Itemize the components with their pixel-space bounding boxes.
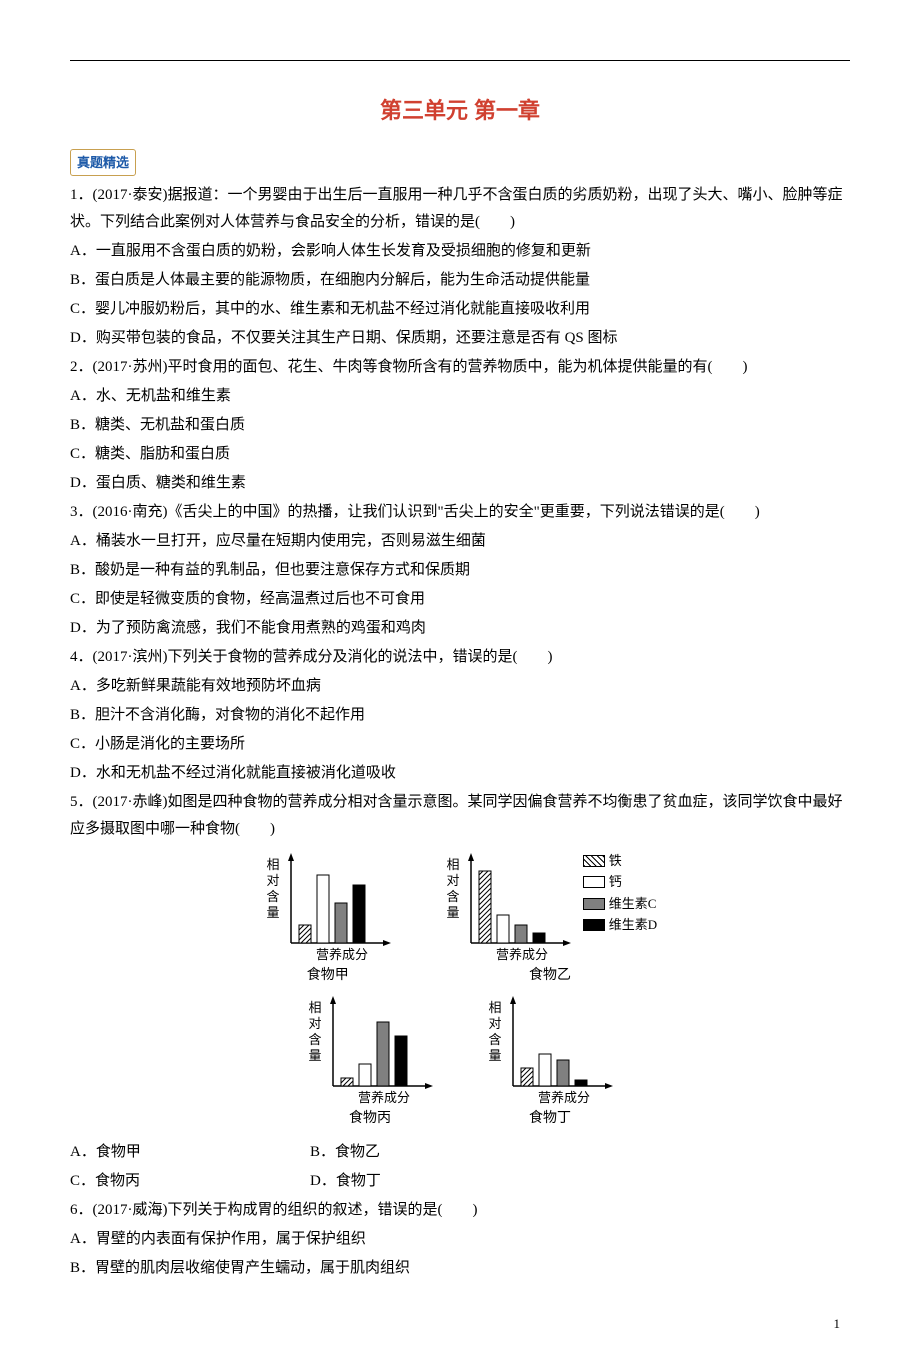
- chart-bing: 相对含量营养成分: [305, 994, 435, 1104]
- q5-opt-a: A．食物甲: [70, 1139, 310, 1166]
- legend-label-vitc: 维生素C: [609, 894, 657, 914]
- q2-opt-c: C．糖类、脂肪和蛋白质: [70, 441, 850, 468]
- legend-swatch-calcium: [583, 876, 605, 888]
- svg-text:营养成分: 营养成分: [538, 1090, 590, 1104]
- svg-text:相: 相: [488, 1000, 501, 1015]
- svg-text:营养成分: 营养成分: [316, 947, 368, 961]
- section-tag: 真题精选: [70, 149, 136, 176]
- chart-legend: 铁 钙 维生素C 维生素D: [583, 851, 657, 937]
- svg-text:对: 对: [446, 873, 459, 888]
- chart-ding-label: 食物丁: [529, 1106, 571, 1131]
- chart-jia-label: 食物甲: [307, 963, 349, 988]
- q2-opt-d: D．蛋白质、糖类和维生素: [70, 470, 850, 497]
- legend-label-iron: 铁: [609, 851, 622, 871]
- q1-opt-d: D．购买带包装的食品，不仅要关注其生产日期、保质期，还要注意是否有 QS 图标: [70, 325, 850, 352]
- page-title: 第三单元 第一章: [70, 91, 850, 131]
- svg-text:量: 量: [266, 905, 279, 920]
- legend-label-vitd: 维生素D: [609, 915, 657, 935]
- svg-text:含: 含: [308, 1032, 321, 1047]
- svg-text:对: 对: [488, 1016, 501, 1031]
- svg-text:相: 相: [446, 857, 459, 872]
- q4-opt-c: C．小肠是消化的主要场所: [70, 731, 850, 758]
- q5-opt-d: D．食物丁: [310, 1168, 550, 1195]
- svg-text:量: 量: [446, 905, 459, 920]
- svg-text:对: 对: [308, 1016, 321, 1031]
- svg-text:营养成分: 营养成分: [496, 947, 548, 961]
- chart-jia: 相对含量营养成分: [263, 851, 393, 961]
- q6-opt-a: A．胃壁的内表面有保护作用，属于保护组织: [70, 1226, 850, 1253]
- svg-text:营养成分: 营养成分: [358, 1090, 410, 1104]
- legend-swatch-vitd: [583, 919, 605, 931]
- svg-text:相: 相: [266, 857, 279, 872]
- q3-stem: 3．(2016·南充)《舌尖上的中国》的热播，让我们认识到"舌尖上的安全"更重要…: [70, 499, 850, 526]
- q4-opt-a: A．多吃新鲜果蔬能有效地预防坏血病: [70, 673, 850, 700]
- q1-stem: 1．(2017·泰安)据报道：一个男婴由于出生后一直服用一种几乎不含蛋白质的劣质…: [70, 182, 850, 236]
- q2-opt-b: B．糖类、无机盐和蛋白质: [70, 412, 850, 439]
- q2-stem: 2．(2017·苏州)平时食用的面包、花生、牛肉等食物所含有的营养物质中，能为机…: [70, 354, 850, 381]
- q1-opt-a: A．一直服用不含蛋白质的奶粉，会影响人体生长发育及受损细胞的修复和更新: [70, 238, 850, 265]
- legend-label-calcium: 钙: [609, 872, 622, 892]
- q1-opt-c: C．婴儿冲服奶粉后，其中的水、维生素和无机盐不经过消化就能直接吸收利用: [70, 296, 850, 323]
- q3-opt-b: B．酸奶是一种有益的乳制品，但也要注意保存方式和保质期: [70, 557, 850, 584]
- page-number: 1: [70, 1312, 850, 1335]
- q4-stem: 4．(2017·滨州)下列关于食物的营养成分及消化的说法中，错误的是( ): [70, 644, 850, 671]
- chart-ding: 相对含量营养成分: [485, 994, 615, 1104]
- svg-text:量: 量: [488, 1048, 501, 1063]
- svg-text:含: 含: [266, 889, 279, 904]
- q5-opt-c: C．食物丙: [70, 1168, 310, 1195]
- chart-yi: 相对含量营养成分: [443, 851, 573, 961]
- q5-opt-b: B．食物乙: [310, 1139, 550, 1166]
- q4-opt-b: B．胆汁不含消化酶，对食物的消化不起作用: [70, 702, 850, 729]
- q3-opt-a: A．桶装水一旦打开，应尽量在短期内使用完，否则易滋生细菌: [70, 528, 850, 555]
- charts-container: 相对含量营养成分 食物甲 相对含量营养成分 铁 钙 维生素C 维生素D 食物乙 …: [70, 851, 850, 1131]
- q4-opt-d: D．水和无机盐不经过消化就能直接被消化道吸收: [70, 760, 850, 787]
- q6-stem: 6．(2017·威海)下列关于构成胃的组织的叙述，错误的是( ): [70, 1197, 850, 1224]
- svg-text:含: 含: [446, 889, 459, 904]
- top-rule: [70, 60, 850, 61]
- svg-text:含: 含: [488, 1032, 501, 1047]
- q6-opt-b: B．胃壁的肌肉层收缩使胃产生蠕动，属于肌肉组织: [70, 1255, 850, 1282]
- legend-swatch-iron: [583, 855, 605, 867]
- svg-text:量: 量: [308, 1048, 321, 1063]
- q1-opt-b: B．蛋白质是人体最主要的能源物质，在细胞内分解后，能为生命活动提供能量: [70, 267, 850, 294]
- chart-bing-label: 食物丙: [349, 1106, 391, 1131]
- q2-opt-a: A．水、无机盐和维生素: [70, 383, 850, 410]
- svg-text:相: 相: [308, 1000, 321, 1015]
- legend-swatch-vitc: [583, 898, 605, 910]
- chart-yi-label: 食物乙: [529, 963, 571, 988]
- q5-stem: 5．(2017·赤峰)如图是四种食物的营养成分相对含量示意图。某同学因偏食营养不…: [70, 789, 850, 843]
- q3-opt-c: C．即使是轻微变质的食物，经高温煮过后也不可食用: [70, 586, 850, 613]
- svg-text:对: 对: [266, 873, 279, 888]
- q3-opt-d: D．为了预防禽流感，我们不能食用煮熟的鸡蛋和鸡肉: [70, 615, 850, 642]
